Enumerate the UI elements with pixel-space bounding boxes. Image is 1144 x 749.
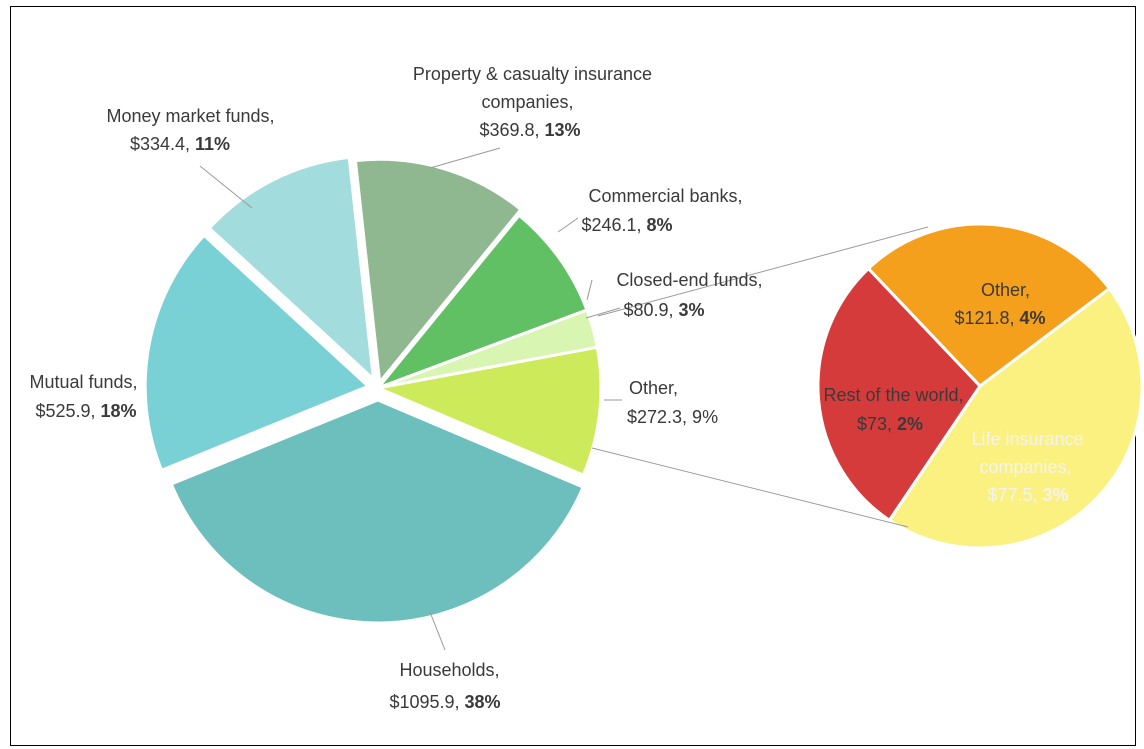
leader-closed-end (587, 280, 592, 300)
leader-commercial-banks (558, 218, 578, 232)
label-property-casualty: Property & casualty insurance companies,… (413, 64, 657, 140)
leader-households (430, 612, 445, 650)
label-households: Households, $1095.9, 38% (389, 660, 504, 712)
label-commercial-banks: Commercial banks, $246.1, 8% (581, 186, 747, 235)
leader-closed-end-2 (586, 308, 620, 318)
label-money-market: Money market funds, $334.4, 11% (106, 106, 279, 154)
leader-property-casualty (430, 148, 500, 168)
label-other-main: Other, $272.3, 9% (627, 378, 718, 427)
leader-money-market (200, 166, 252, 208)
label-closed-end: Closed-end funds, $80.9, 3% (616, 270, 767, 320)
label-mutual-funds: Mutual funds, $525.9, 18% (29, 372, 142, 421)
main-pie (145, 157, 601, 623)
